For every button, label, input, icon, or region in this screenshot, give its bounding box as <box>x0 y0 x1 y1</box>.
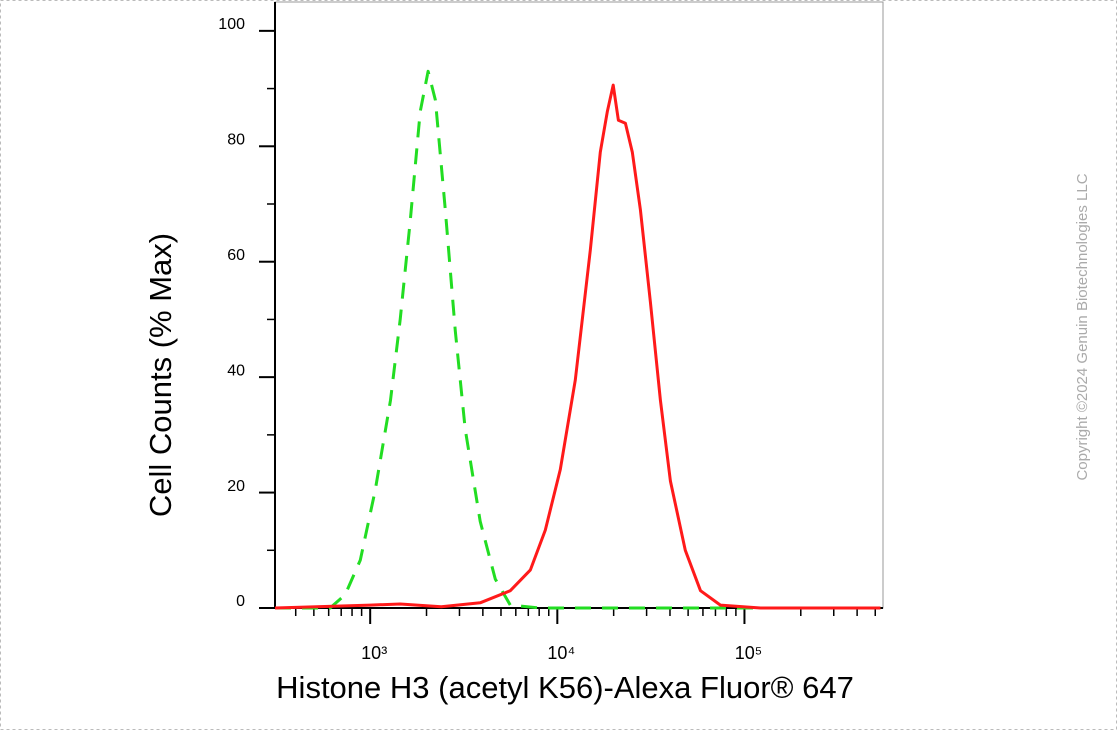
y-tick-label: 0 <box>236 593 245 610</box>
y-tick-label: 100 <box>218 16 245 33</box>
series-line <box>274 83 881 610</box>
y-tick-label: 80 <box>227 132 245 149</box>
series-line <box>275 69 881 610</box>
x-tick-label: 10³ <box>361 643 387 663</box>
y-tick-label: 60 <box>227 247 245 264</box>
plot-frame <box>274 1 884 609</box>
y-axis-title: Cell Counts (% Max) <box>143 233 178 517</box>
watermark: Copyright ©2024 Genuin Biotechnologies L… <box>1074 173 1091 480</box>
x-axis-title: Histone H3 (acetyl K56)-Alexa Fluor® 647 <box>276 670 854 705</box>
x-tick-label: 10⁴ <box>547 643 575 663</box>
y-tick-label: 20 <box>227 478 245 495</box>
y-tick-label: 40 <box>227 362 245 379</box>
x-tick-label: 10⁵ <box>735 643 762 663</box>
